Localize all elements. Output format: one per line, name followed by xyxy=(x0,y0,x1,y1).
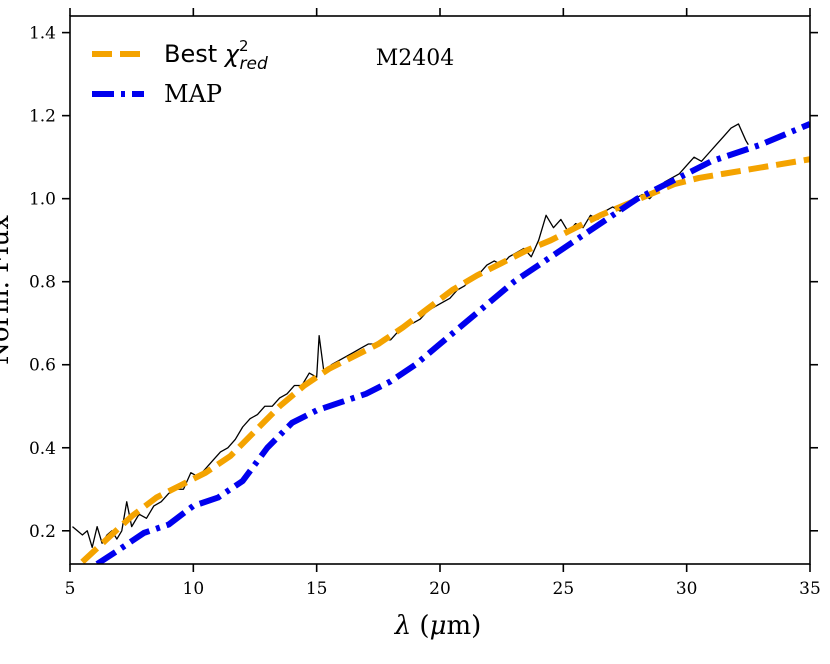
y-tick-label: 0.4 xyxy=(29,439,56,459)
x-tick-label: 25 xyxy=(553,579,575,599)
series-map xyxy=(95,121,810,564)
x-tick-label: 15 xyxy=(306,579,328,599)
y-tick-label: 1.4 xyxy=(29,24,56,44)
y-tick-label: 0.6 xyxy=(29,356,56,376)
legend-label-best: Best χ2 red xyxy=(164,37,268,74)
y-tick-label: 1.0 xyxy=(29,190,56,210)
y-tick-label: 0.8 xyxy=(29,273,56,293)
x-tick-label: 5 xyxy=(65,579,76,599)
series-layer xyxy=(72,121,810,564)
y-axis-label: Norm. Flux xyxy=(0,215,15,365)
legend-label-map: MAP xyxy=(164,80,222,108)
plot-frame xyxy=(69,15,811,565)
y-tick-label: 1.2 xyxy=(29,107,56,127)
x-tick-label: 20 xyxy=(429,579,451,599)
series-best-chi2 xyxy=(80,156,810,564)
y-tick-label: 0.2 xyxy=(29,522,56,542)
x-axis-label: λ (μm) xyxy=(394,611,482,641)
object-annotation: M2404 xyxy=(376,46,455,71)
tick-layer: 5 10 15 20 25 30 35 0.2 0.4 0.6 0.8 1.0 1.2 1.4 xyxy=(29,8,821,599)
x-tick-label: 30 xyxy=(676,579,698,599)
x-tick-label: 35 xyxy=(799,579,821,599)
plot-area xyxy=(70,16,810,564)
x-tick-label: 10 xyxy=(183,579,205,599)
legend: Best χ2 red MAP xyxy=(92,37,268,108)
